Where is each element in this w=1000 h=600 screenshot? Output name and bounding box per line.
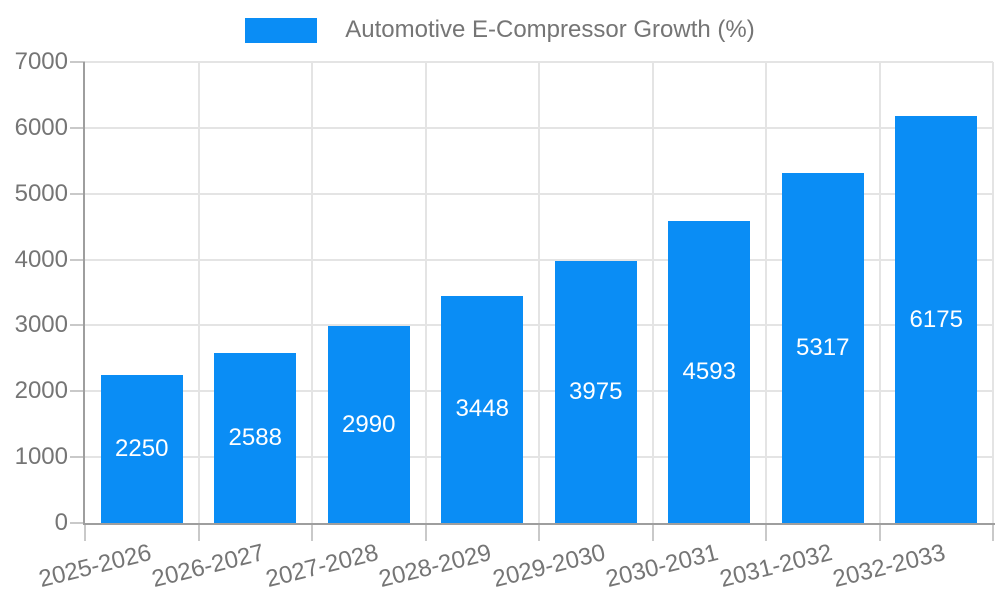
y-axis-tick-label: 4000	[14, 245, 68, 273]
y-axis-tick-label: 6000	[14, 113, 68, 141]
bar[interactable]: 5317	[781, 172, 864, 523]
bar[interactable]: 4593	[668, 220, 751, 523]
x-axis-tick-label: 2031-2032	[717, 539, 836, 593]
x-axis-line	[83, 523, 995, 525]
legend-label: Automotive E-Compressor Growth (%)	[345, 16, 755, 43]
x-axis-tick-label: 2030-2031	[603, 539, 722, 593]
x-tick	[878, 525, 881, 541]
x-axis-tick-label: 2026-2027	[149, 539, 268, 593]
bar[interactable]: 2250	[100, 374, 183, 523]
y-tick	[70, 456, 85, 459]
y-tick	[70, 522, 85, 524]
y-tick	[70, 61, 85, 63]
bar-value-label: 3975	[569, 378, 623, 406]
y-tick	[70, 258, 85, 261]
x-tick	[197, 525, 200, 541]
bar[interactable]: 3975	[554, 261, 637, 523]
y-tick	[70, 390, 85, 393]
y-axis-tick-label: 3000	[14, 311, 68, 339]
legend-swatch	[245, 17, 318, 43]
bar-value-label: 2588	[228, 423, 282, 451]
x-tick	[424, 525, 427, 541]
x-tick	[538, 525, 540, 541]
x-gridline	[992, 62, 994, 523]
y-axis-tick-label: 0	[54, 509, 68, 536]
x-axis-tick-label: 2025-2026	[36, 539, 155, 593]
x-axis-tick-label: 2029-2030	[490, 539, 609, 593]
x-tick	[84, 525, 86, 541]
x-gridline	[311, 62, 313, 523]
bar-value-label: 4593	[682, 357, 736, 385]
x-axis-tick-label: 2028-2029	[376, 539, 495, 593]
x-tick	[311, 525, 313, 541]
bar[interactable]: 6175	[895, 116, 978, 523]
bar[interactable]: 2990	[327, 326, 410, 523]
y-tick	[70, 126, 85, 129]
y-axis-tick-label: 5000	[14, 179, 68, 207]
y-axis-tick-label: 2000	[14, 377, 68, 405]
y-axis-tick-label: 1000	[14, 443, 68, 471]
x-gridline	[538, 62, 540, 523]
x-tick	[992, 525, 994, 541]
bar-value-label: 2990	[342, 410, 396, 438]
legend[interactable]: Automotive E-Compressor Growth (%)	[0, 14, 1000, 46]
bar[interactable]: 2588	[214, 352, 297, 523]
bar[interactable]: 3448	[441, 295, 524, 523]
x-axis-tick-label: 2027-2028	[263, 539, 382, 593]
y-axis-tick-label: 7000	[14, 48, 68, 75]
bar-value-label: 2250	[115, 434, 169, 462]
x-tick	[765, 525, 767, 541]
bar-value-label: 3448	[455, 395, 509, 423]
x-gridline	[878, 62, 881, 523]
y-tick	[70, 324, 85, 327]
x-tick	[651, 525, 654, 541]
y-axis-line	[83, 62, 85, 525]
x-gridline	[197, 62, 200, 523]
y-tick	[70, 192, 85, 195]
x-gridline	[651, 62, 654, 523]
x-gridline	[765, 62, 767, 523]
bar-value-label: 5317	[796, 333, 850, 361]
bar-value-label: 6175	[909, 305, 963, 333]
x-axis-tick-label: 2032-2033	[830, 539, 949, 593]
x-gridline	[424, 62, 427, 523]
